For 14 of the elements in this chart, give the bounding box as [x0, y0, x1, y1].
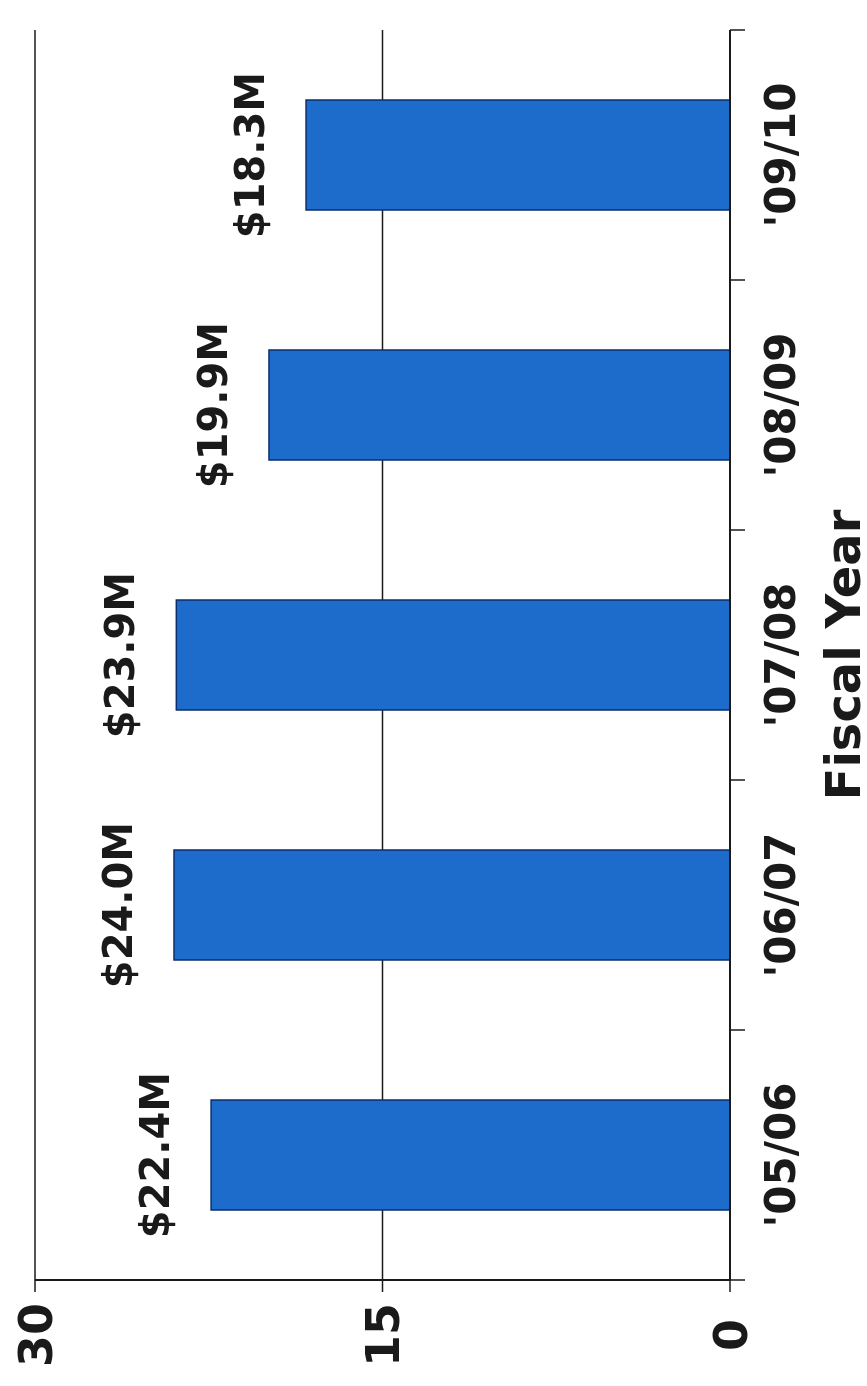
data-label: $19.9M: [189, 321, 236, 489]
data-label: $18.3M: [227, 71, 274, 239]
data-label: $22.4M: [132, 1071, 179, 1239]
y-axis-title: Fiscal Year: [815, 509, 867, 801]
y-tick-label: '06/07: [756, 832, 806, 978]
x-tick-label: 0: [703, 1318, 758, 1352]
x-tick-label: 30: [8, 1302, 63, 1368]
y-tick-label: '09/10: [756, 82, 806, 228]
data-label: $23.9M: [97, 571, 144, 739]
y-tick-label: '07/08: [756, 582, 806, 728]
data-label: $24.0M: [95, 821, 141, 989]
y-tick-label: '08/09: [756, 332, 806, 478]
y-tick-label: '05/06: [756, 1082, 806, 1228]
x-tick-label: 15: [356, 1302, 411, 1368]
